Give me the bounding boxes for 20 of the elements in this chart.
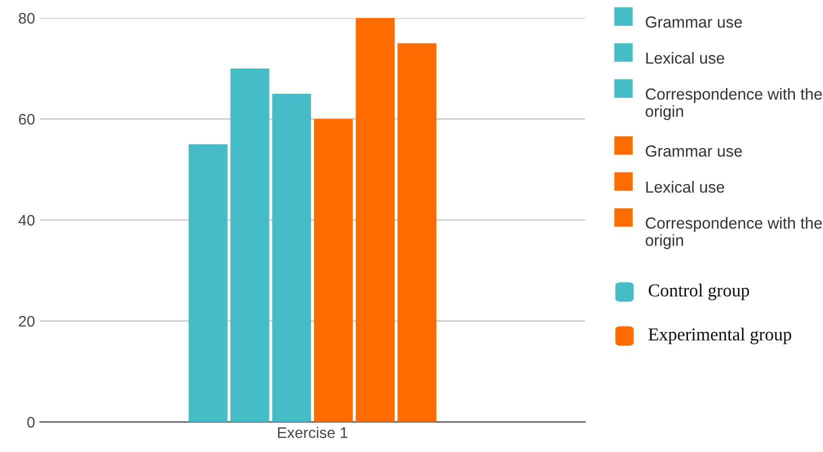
x-tick-label: Exercise 1 (278, 426, 348, 438)
legend-label: Correspondence with the origin (646, 88, 822, 120)
bar (272, 94, 312, 422)
legend-label: Lexical use (646, 52, 724, 64)
y-tick-label: 40 (18, 214, 35, 226)
legend-label: Grammar use (646, 145, 742, 157)
y-tick-label: 0 (27, 416, 35, 428)
text: Control group (648, 284, 750, 300)
legend-label: Lexical use (646, 181, 724, 193)
bar (188, 144, 228, 422)
bar (230, 68, 270, 422)
text: Experimental group (648, 328, 792, 344)
y-tick-label: 20 (18, 316, 35, 327)
legend-label: Correspondence with the origin (646, 217, 822, 250)
bar (398, 43, 436, 422)
bar (356, 18, 395, 422)
y-tick-label: 60 (18, 114, 35, 125)
y-tick-label: 80 (18, 12, 35, 24)
bar (314, 119, 353, 422)
legend-label: Grammar use (646, 16, 742, 28)
